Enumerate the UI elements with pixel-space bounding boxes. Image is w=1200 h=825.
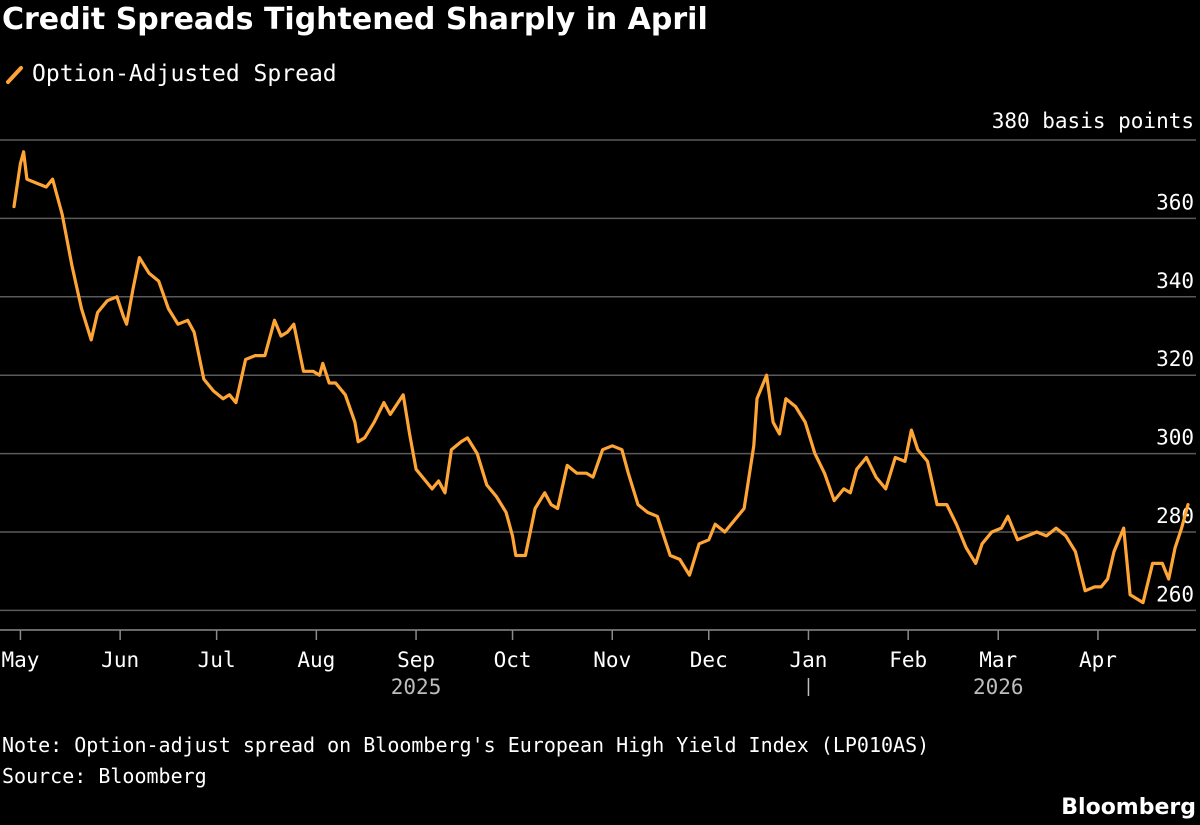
y-tick-label-260: 260 bbox=[1156, 582, 1194, 606]
legend-swatch-icon bbox=[6, 66, 23, 84]
x-tick-label-jun: Jun bbox=[101, 648, 139, 672]
footnote: Note: Option-adjust spread on Bloomberg'… bbox=[2, 733, 930, 757]
x-tick-label-jan: Jan bbox=[789, 648, 827, 672]
x-axis: May Jun Jul Aug Sep Oct Nov Dec Jan Feb Mar Apr 2025… bbox=[0, 629, 1196, 699]
x-tick-label-oct: Oct bbox=[494, 648, 532, 672]
x-tick-label-apr: Apr bbox=[1079, 648, 1117, 672]
y-tick-label-300: 300 bbox=[1156, 426, 1194, 450]
x-tick-label-dec: Dec bbox=[690, 648, 728, 672]
x-tick-label-feb: Feb bbox=[889, 648, 927, 672]
x-tick-label-mar: Mar bbox=[979, 648, 1017, 672]
series-line-option-adjusted-spread bbox=[12, 150, 1190, 605]
y-tick-label-320: 320 bbox=[1156, 347, 1194, 371]
year-label-2026: 2026 bbox=[973, 675, 1024, 699]
year-label-2025: 2025 bbox=[391, 675, 442, 699]
x-tick-label-sep: Sep bbox=[397, 648, 435, 672]
x-tick-label-jul: Jul bbox=[198, 648, 236, 672]
legend: Option-Adjusted Spread bbox=[4, 60, 337, 88]
y-tick-label-360: 360 bbox=[1156, 190, 1194, 214]
source-line: Source: Bloomberg bbox=[2, 764, 207, 788]
gridlines bbox=[0, 139, 1196, 612]
y-tick-label-340: 340 bbox=[1156, 269, 1194, 293]
x-tick-label-nov: Nov bbox=[593, 648, 631, 672]
x-tick-label-aug: Aug bbox=[297, 648, 335, 672]
brand-logo-text: Bloomberg bbox=[1061, 795, 1196, 820]
chart-title: Credit Spreads Tightened Sharply in Apri… bbox=[2, 2, 708, 37]
y-axis-unit-label: 380 basis points bbox=[992, 109, 1194, 133]
line-chart: May Jun Jul Aug Sep Oct Nov Dec Jan Feb Mar Apr 2025… bbox=[0, 109, 1196, 699]
x-tick-label-may: May bbox=[1, 648, 39, 672]
legend-label: Option-Adjusted Spread bbox=[32, 61, 337, 87]
